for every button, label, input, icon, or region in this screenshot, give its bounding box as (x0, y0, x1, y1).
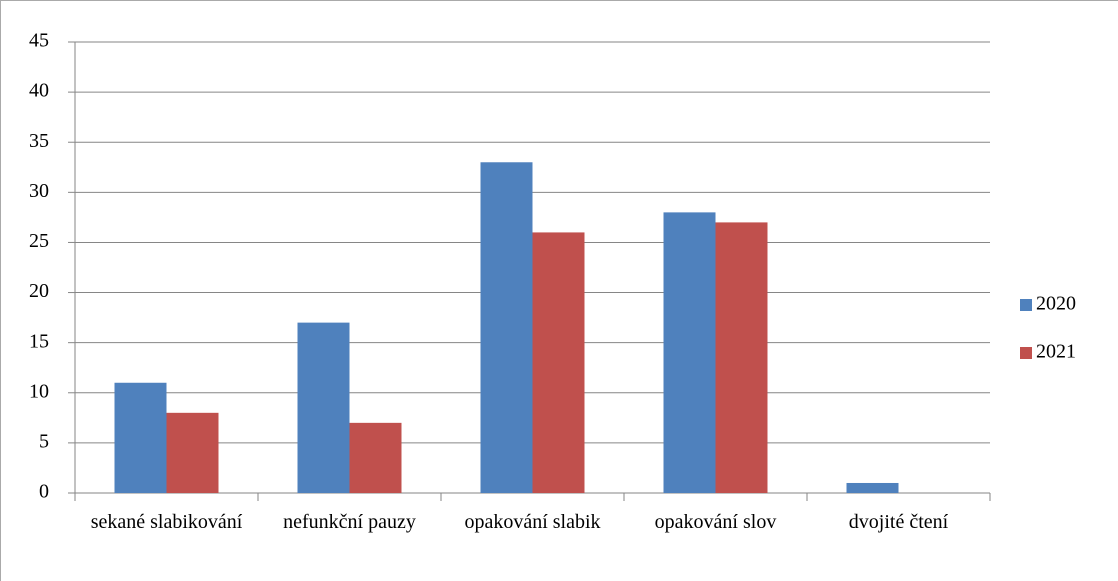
legend-swatch (1020, 347, 1032, 359)
y-tick-label: 35 (29, 130, 49, 152)
legend-label: 2020 (1036, 293, 1076, 315)
bar (846, 482, 899, 493)
bar (532, 232, 585, 493)
y-tick-label: 15 (29, 330, 49, 352)
y-tick-label: 20 (29, 280, 49, 302)
y-tick-label: 0 (39, 481, 49, 503)
y-tick-label: 5 (39, 430, 49, 452)
bar (114, 382, 167, 493)
x-tick-label: opakování slov (654, 511, 777, 533)
x-tick-label: dvojité čtení (848, 511, 949, 533)
bar (297, 322, 350, 493)
legend-swatch (1020, 299, 1032, 311)
y-tick-label: 30 (29, 180, 49, 202)
x-tick-label: sekané slabikování (90, 511, 243, 533)
y-tick-label: 25 (29, 230, 49, 252)
bar (663, 212, 716, 493)
y-tick-label: 40 (29, 80, 49, 102)
bar (166, 412, 219, 493)
bar (480, 162, 533, 493)
x-tick-label: nefunkční pauzy (283, 511, 416, 533)
bar (349, 422, 402, 493)
y-tick-label: 45 (29, 30, 49, 52)
legend-label: 2021 (1036, 341, 1076, 363)
x-tick-label: opakování slabik (464, 511, 601, 533)
y-tick-label: 10 (29, 380, 49, 402)
bar (715, 222, 768, 493)
